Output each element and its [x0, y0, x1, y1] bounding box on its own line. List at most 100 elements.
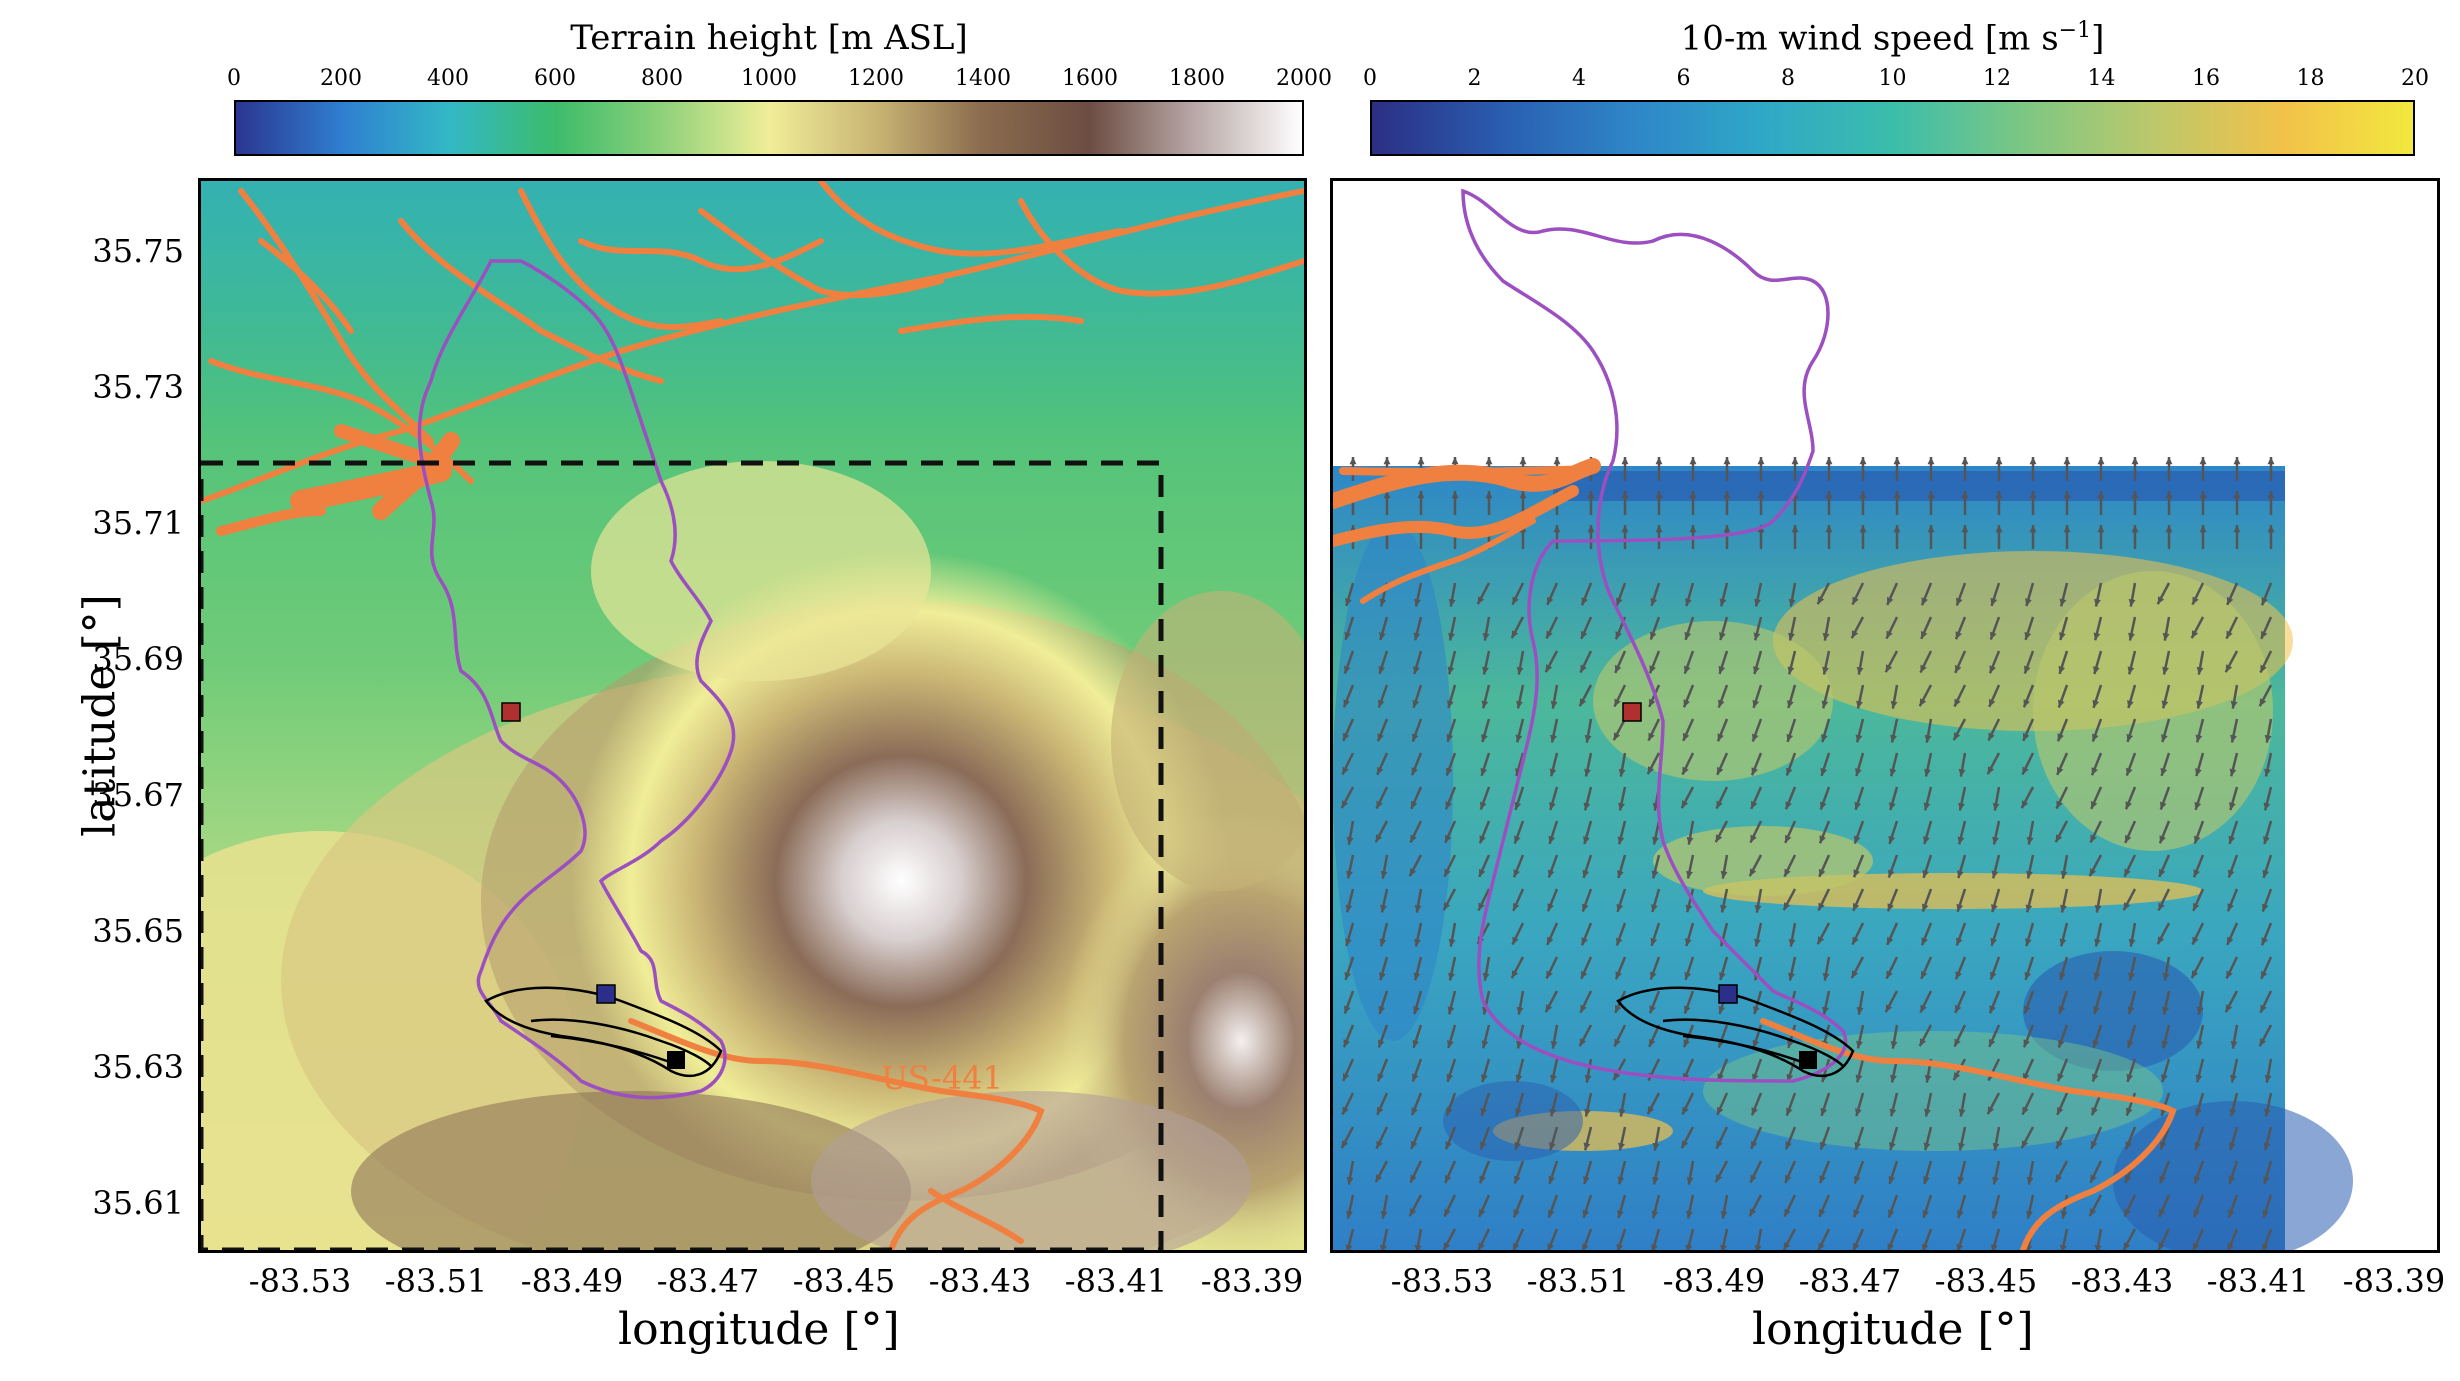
wind-arrow-head	[2125, 801, 2132, 810]
wind-arrow-head	[1513, 1209, 1520, 1218]
wind-arrow-head	[2161, 1040, 2169, 1049]
wind-arrow-head	[1788, 972, 1795, 981]
wind-arrow-head	[1920, 1004, 1927, 1013]
wind-arrow-head	[1954, 664, 1962, 673]
wind-arrow-head	[1516, 1040, 1523, 1049]
wind-arrow-head	[2131, 457, 2139, 465]
wind-arrow-head	[1549, 802, 1556, 811]
wind-arrow-head	[2125, 767, 2133, 776]
wind-arrow-head	[1927, 491, 1935, 499]
wind-arrow-head	[2092, 699, 2100, 708]
wind-arrow-head	[1342, 1072, 1350, 1081]
wind-arrow-head	[2230, 734, 2237, 743]
wind-arrow-head	[2029, 525, 2037, 533]
colorbar-tick-label: 16	[2192, 66, 2220, 91]
wind-arrow-head	[2260, 970, 2268, 979]
longitude-tick-label: -83.51	[1526, 1262, 1630, 1300]
wind-arrow-head	[1954, 1038, 1961, 1047]
wind-arrow-head	[1512, 596, 1519, 605]
wind-arrow-head	[2056, 766, 2064, 775]
wind-arrow-head	[1480, 1107, 1488, 1116]
wind-arrow-head	[2094, 904, 2102, 913]
wind-arrow-head	[2093, 1006, 2100, 1015]
park-boundary	[417, 259, 736, 1100]
wind-arrow-head	[1651, 904, 1658, 913]
wind-arrow-head	[2228, 1175, 2236, 1184]
wind-arrow-head	[1787, 666, 1795, 675]
wind-arrow-head	[1448, 632, 1455, 641]
wind-arrow-head	[1648, 732, 1655, 741]
colorbar-tick-label: 1600	[1062, 66, 1118, 91]
wind-arrow-head	[1927, 457, 1935, 465]
wind-arrow-head	[2097, 525, 2105, 533]
wind-arrow-head	[1447, 666, 1455, 675]
wind-arrow-head	[1754, 1244, 1762, 1250]
wind-arrow-head	[2127, 700, 2134, 709]
colorbar-tick-label: 1000	[741, 66, 797, 91]
wind-arrow-head	[2158, 902, 2165, 911]
wind-arrow-head	[1584, 1108, 1591, 1117]
wind-arrow-head	[1617, 836, 1625, 845]
wind-arrow-head	[1377, 699, 1385, 708]
terrain-colorbar	[234, 100, 1304, 156]
wind-arrow-head	[1519, 491, 1527, 499]
wind-arrow-head	[1822, 666, 1829, 675]
wind-arrow-head	[1613, 732, 1621, 741]
wind-arrow-head	[1651, 870, 1659, 879]
wind-arrow-head	[1961, 491, 1969, 499]
wind-arrow-head	[1825, 457, 1833, 465]
wind-arrow-head	[1652, 1176, 1659, 1185]
wind-arrow-head	[1377, 733, 1384, 742]
wind-arrow-head	[1375, 1174, 1383, 1183]
wind-arrow-head	[2058, 665, 2066, 674]
wind-arrow-head	[1448, 972, 1455, 981]
wind-arrow-head	[1584, 734, 1592, 743]
wind-arrow-head	[1513, 869, 1520, 878]
wind-arrow-head	[1752, 1039, 1760, 1048]
wind-vectors	[1340, 457, 2275, 1250]
longitude-tick-label: -83.49	[520, 1262, 624, 1300]
wind-arrow-head	[2060, 904, 2067, 913]
wind-arrow-head	[2194, 801, 2202, 810]
wind-arrow-head	[1924, 734, 1932, 743]
wind-arrow-head	[1615, 631, 1622, 640]
wind-arrow-head	[1383, 457, 1391, 465]
wind-arrow-head	[2158, 868, 2166, 877]
wind-arrow-head	[1955, 597, 1963, 606]
wind-arrow-head	[2023, 699, 2030, 708]
wind-arrow-head	[2026, 836, 2034, 845]
wind-arrow-head	[1890, 734, 1897, 743]
wind-arrow-head	[1478, 1208, 1486, 1217]
wind-arrow-head	[2157, 596, 2165, 605]
wind-arrow-head	[1689, 457, 1697, 465]
wind-arrow-head	[1685, 1244, 1693, 1250]
wind-arrow-head	[2227, 869, 2235, 878]
wind-arrow-head	[2127, 1040, 2134, 1049]
wind-arrow-head	[1685, 904, 1693, 913]
wind-arrow-head	[2022, 766, 2029, 775]
wind-arrow-head	[1546, 596, 1554, 605]
road-network	[201, 181, 1304, 1250]
wind-arrow-head	[1716, 800, 1723, 809]
wind-arrow-head	[1445, 767, 1453, 776]
wind-arrow-head	[1988, 732, 1995, 741]
wind-arrow-head	[2063, 525, 2071, 533]
wind-arrow-head	[2159, 801, 2167, 810]
wind-arrow-head	[1545, 1004, 1553, 1013]
wind-arrow-head	[1579, 698, 1587, 707]
wind-arrow-head	[1954, 698, 1961, 707]
wind-arrow-head	[1516, 700, 1523, 709]
wind-arrow-head	[2230, 1040, 2238, 1049]
wind-arrow-head	[1992, 1142, 2000, 1151]
wind-arrow-head	[1613, 1072, 1621, 1081]
wind-arrow-head	[1923, 1142, 1931, 1151]
wind-arrow-head	[2192, 936, 2199, 945]
wind-arrow-head	[1723, 491, 1731, 499]
wind-arrow-head	[1784, 1174, 1792, 1183]
wind-arrow-head	[1349, 457, 1357, 465]
wind-arrow-head	[1987, 766, 1995, 775]
wind-arrow-head	[1923, 1176, 1930, 1185]
wind-arrow-head	[1655, 525, 1663, 533]
wind-arrow-head	[2026, 1176, 2034, 1185]
wind-arrow-head	[1444, 834, 1452, 843]
